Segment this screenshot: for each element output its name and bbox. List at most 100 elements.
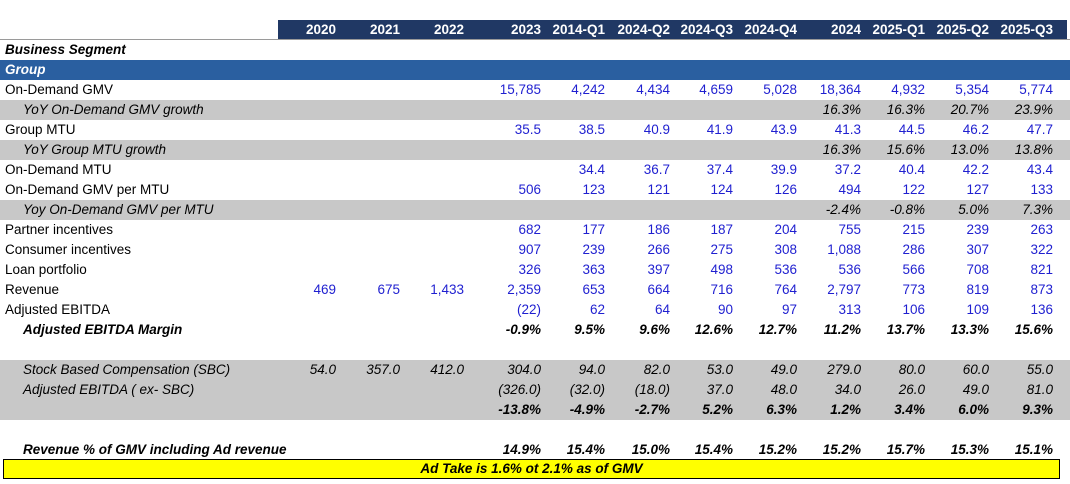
group-label: Group [5,62,46,77]
cell: 121 [647,182,670,197]
cell: 13.8% [1014,142,1053,157]
cell: 653 [582,282,605,297]
cell: 82.0 [643,362,670,377]
cell: 41.3 [834,122,861,137]
column-header: 2024-Q2 [617,22,670,37]
row-label: Group MTU [5,122,76,137]
cell: 4,932 [891,82,925,97]
cell: 266 [647,242,670,257]
cell: 37.4 [706,162,733,177]
take-rate-label: Revenue % of GMV including Ad revenue [23,442,287,457]
cell: 9.5% [574,322,605,337]
cell: 94.0 [578,362,605,377]
cell: 239 [582,242,605,257]
cell: 126 [774,182,797,197]
cell: 307 [966,242,989,257]
cell: 5,354 [955,82,989,97]
cell: 5,774 [1019,82,1053,97]
cell: 215 [902,222,925,237]
cell: 286 [902,242,925,257]
cell: 3.4% [894,402,925,417]
cell: 819 [966,282,989,297]
cell: 322 [1030,242,1053,257]
cell: 43.4 [1026,162,1053,177]
row-label: Adjusted EBITDA [5,302,111,317]
table-row: On-Demand MTU 34.4 36.7 37.4 39.9 37.2 40.4 42.… [0,160,1070,180]
table-row: On-Demand GMV per MTU 506 123 121 124 126 494 1… [0,180,1070,200]
cell: 6.3% [766,402,797,417]
column-header: 2021 [369,22,400,37]
cell: 773 [902,282,925,297]
cell: 54.0 [309,362,336,377]
cell: (22) [516,302,541,317]
cell: 15.7% [886,442,925,457]
cell: 15,785 [499,82,541,97]
column-header: 2024-Q3 [680,22,733,37]
cell: 275 [710,242,733,257]
cell: 47.7 [1026,122,1053,137]
cell: 35.5 [514,122,541,137]
sbc-row: Stock Based Compensation (SBC) 54.0 357.0 4… [0,360,1070,380]
row-label: Yoy On-Demand GMV per MTU [23,202,214,217]
column-header: 2014-Q1 [552,22,605,37]
table-row: Adjusted EBITDA Margin -0.9% 9.5% 9.6% 12.6%… [0,320,1070,340]
cell: 873 [1030,282,1053,297]
cell: 18,364 [819,82,861,97]
table-row: Loan portfolio 326 363 397 498 536 536 566 708 82… [0,260,1070,280]
cell: 133 [1030,182,1053,197]
cell: 46.2 [962,122,989,137]
cell: 13.3% [950,322,989,337]
cell: 187 [710,222,733,237]
sbc-row: Adjusted EBITDA ( ex- SBC) (326.0) (32.0) (… [0,380,1070,400]
cell: 43.9 [770,122,797,137]
section-title: Business Segment [5,42,126,57]
row-label: Adjusted EBITDA ( ex- SBC) [23,382,195,397]
header-band [278,20,1067,40]
cell: 4,242 [571,82,605,97]
cell: 16.3% [822,102,861,117]
cell: 40.9 [643,122,670,137]
cell: 12.7% [758,322,797,337]
cell: 313 [838,302,861,317]
cell: 566 [902,262,925,277]
cell: 204 [774,222,797,237]
cell: 90 [717,302,733,317]
cell: 2,359 [507,282,541,297]
table-row: Group MTU 35.5 38.5 40.9 41.9 43.9 41.3 44.5 46.… [0,120,1070,140]
cell: 536 [774,262,797,277]
cell: 6.0% [958,402,989,417]
cell: 682 [518,222,541,237]
row-label: On-Demand MTU [5,162,112,177]
cell: 9.3% [1022,402,1053,417]
row-label: Revenue [5,282,60,297]
cell: 716 [710,282,733,297]
cell: 36.7 [643,162,670,177]
row-label: On-Demand GMV [5,82,114,97]
cell: 15.4% [694,442,733,457]
cell: 122 [902,182,925,197]
table-row: Adjusted EBITDA (22) 62 64 90 97 313 106 109 136 [0,300,1070,320]
cell: 357.0 [366,362,400,377]
cell: 44.5 [898,122,925,137]
cell: 136 [1030,302,1053,317]
take-rate-row: Revenue % of GMV including Ad revenue 14… [0,440,1070,460]
cell: 81.0 [1026,382,1053,397]
cell: 23.9% [1014,102,1053,117]
cell: 20.7% [950,102,989,117]
table-row: Partner incentives 682 177 186 187 204 755 215 2… [0,220,1070,240]
cell: 675 [377,282,400,297]
column-header: 2024-Q4 [744,22,797,37]
table-row: YoY On-Demand GMV growth 16.3% 16.3% 20.7% 2… [0,100,1070,120]
cell: 14.9% [502,442,541,457]
row-label: Partner incentives [5,222,114,237]
row-label: On-Demand GMV per MTU [5,182,170,197]
group-band-row: Group [0,60,1070,80]
cell: 263 [1030,222,1053,237]
section-title-row: Business Segment [0,40,1070,60]
cell: (326.0) [498,382,541,397]
cell: 39.9 [770,162,797,177]
cell: 412.0 [430,362,464,377]
column-header: 2022 [433,22,464,37]
cell: 60.0 [962,362,989,377]
